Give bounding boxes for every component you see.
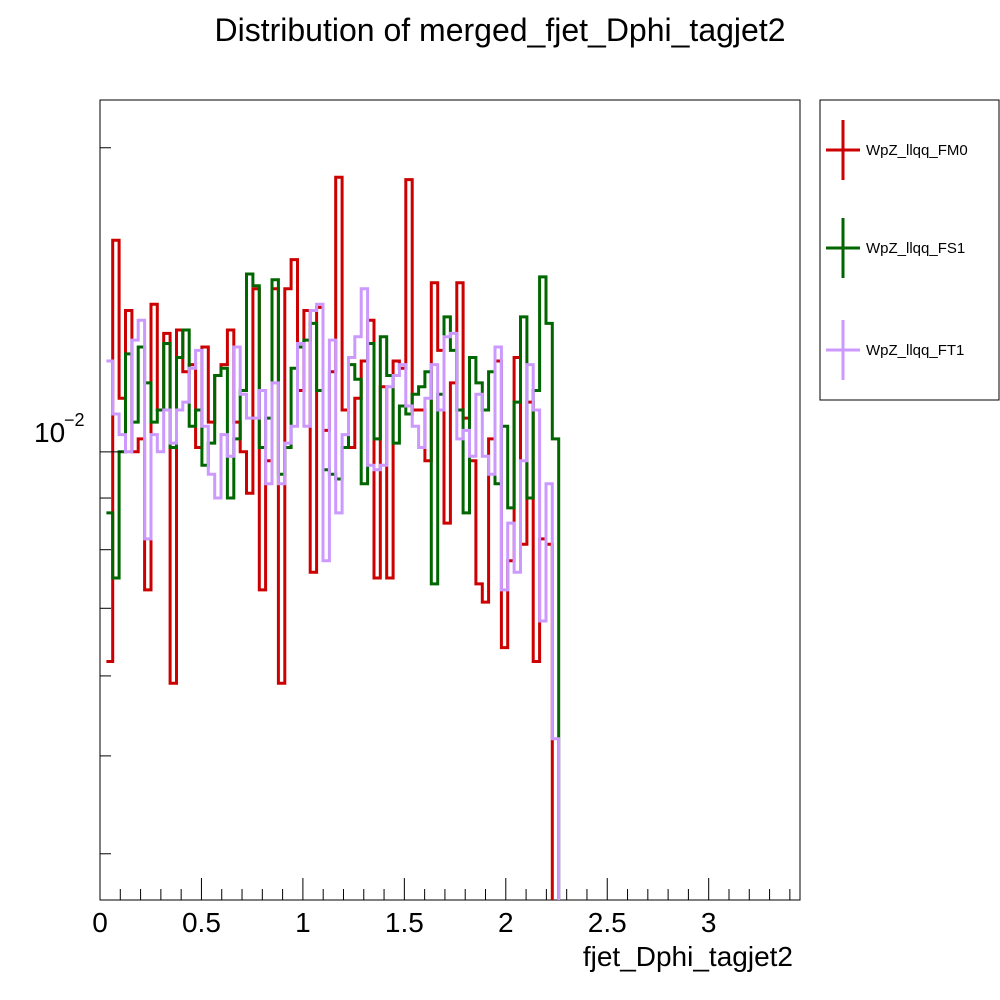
legend-label: WpZ_llqq_FM0 [866, 142, 968, 159]
y-tick-label-exponent: −2 [64, 410, 85, 430]
x-tick-label: 2.5 [588, 907, 627, 938]
x-tick-label: 1.5 [385, 907, 424, 938]
x-tick-label: 0.5 [182, 907, 221, 938]
series-WpZ_llqq_FT1 [106, 287, 561, 900]
series-WpZ_llqq_FS1 [106, 272, 561, 900]
x-tick-label: 1 [295, 907, 311, 938]
x-tick-label: 3 [701, 907, 717, 938]
x-axis-title: fjet_Dphi_tagjet2 [583, 941, 793, 972]
y-tick-label-base: 10 [34, 417, 65, 448]
x-tick-label: 0 [92, 907, 108, 938]
chart-title: Distribution of merged_fjet_Dphi_tagjet2 [214, 12, 786, 48]
legend: WpZ_llqq_FM0 WpZ_llqq_FS1 WpZ_llqq_FT1 [819, 99, 1000, 401]
legend-label: WpZ_llqq_FT1 [866, 342, 964, 359]
plot-frame [99, 99, 801, 901]
legend-label: WpZ_llqq_FS1 [866, 240, 965, 257]
x-tick-label: 2 [498, 907, 514, 938]
